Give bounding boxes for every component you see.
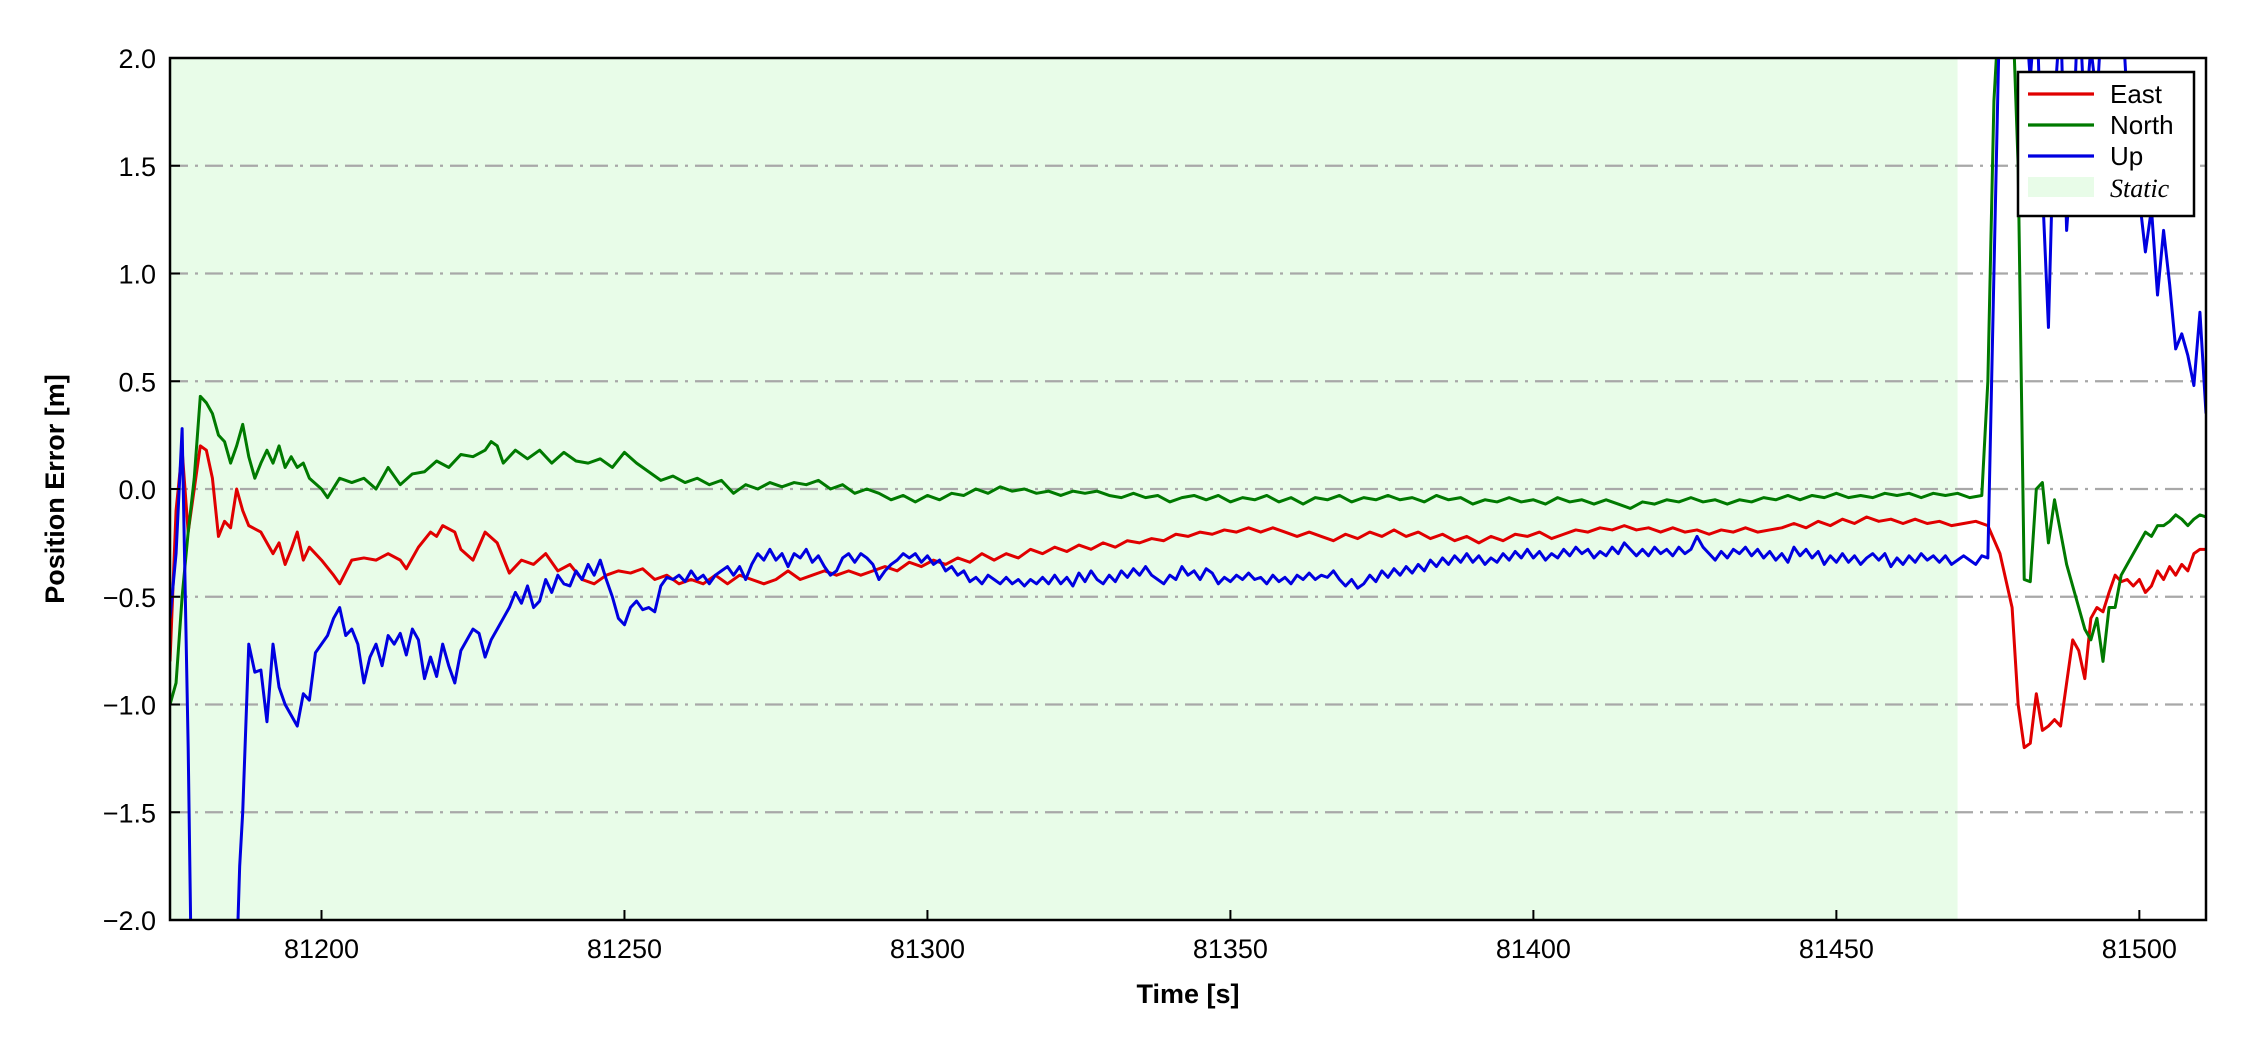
- y-tick-label-5: 0.5: [118, 367, 156, 397]
- x-axis-label: Time [s]: [1136, 979, 1239, 1009]
- y-tick-label-4: 0.0: [118, 475, 156, 505]
- x-tick-label-2: 81300: [890, 934, 965, 964]
- axis-ticks: [170, 57, 2141, 921]
- y-tick-label-8: 2.0: [118, 44, 156, 74]
- y-tick-label-7: 1.5: [118, 152, 156, 182]
- x-tick-label-1: 81250: [587, 934, 662, 964]
- legend: East North Up Static: [2016, 70, 2196, 218]
- y-tick-label-1: −1.5: [103, 798, 156, 828]
- y-tick-label-0: −2.0: [103, 906, 156, 936]
- x-tick-label-4: 81400: [1496, 934, 1571, 964]
- y-axis-label: Position Error [m]: [40, 374, 70, 604]
- legend-label-up: Up: [2110, 141, 2143, 171]
- x-tick-label-3: 81350: [1193, 934, 1268, 964]
- grid-lines: [170, 164, 2206, 814]
- series-line-east: [170, 444, 2206, 750]
- legend-label-north: North: [2110, 110, 2174, 140]
- series-line-north: [170, 58, 2206, 705]
- series-line-up: [170, 58, 2206, 920]
- x-tick-label-0: 81200: [284, 934, 359, 964]
- y-tick-label-2: −1.0: [103, 691, 156, 721]
- legend-label-static: Static: [2110, 174, 2170, 203]
- legend-label-east: East: [2110, 79, 2163, 109]
- x-tick-label-6: 81500: [2102, 934, 2177, 964]
- tick-labels: 81200 81250 81300 81350 81400 81450 81500 −2.0 −…: [103, 44, 2177, 964]
- legend-swatch-static: [2028, 177, 2094, 197]
- y-tick-label-6: 1.0: [118, 260, 156, 290]
- x-tick-label-5: 81450: [1799, 934, 1874, 964]
- series-lines: [170, 58, 2206, 920]
- y-tick-label-3: −0.5: [103, 583, 156, 613]
